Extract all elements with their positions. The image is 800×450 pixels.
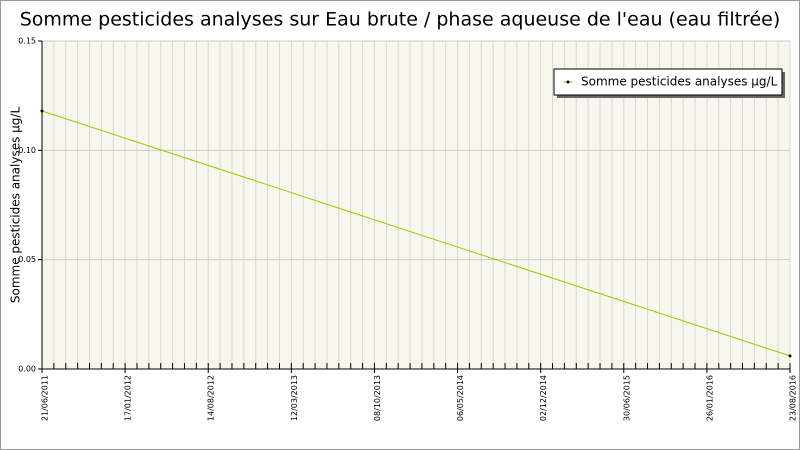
- legend: Somme pesticides analyses µg/L: [553, 68, 785, 98]
- x-tick-label: 14/08/2012: [207, 375, 216, 421]
- x-tick-label: 23/08/2016: [789, 375, 798, 421]
- x-tick-label: 12/03/2013: [290, 375, 299, 421]
- point: [40, 109, 44, 113]
- x-tick-label: 30/06/2015: [622, 375, 631, 421]
- x-tick-label: 17/01/2012: [124, 375, 133, 421]
- legend-marker: [566, 80, 570, 84]
- legend-box: [553, 68, 783, 96]
- y-tick-label: 0.10: [18, 146, 36, 155]
- series-line: [41, 110, 791, 357]
- y-axis-label: Somme pesticides analyses µg/L: [9, 107, 23, 304]
- chart-title: Somme pesticides analyses sur Eau brute …: [20, 9, 781, 31]
- x-tick-label: 21/06/2011: [41, 375, 50, 421]
- x-tick-label: 02/12/2014: [539, 375, 548, 421]
- legend-label: Somme pesticides analyses µg/L: [581, 75, 778, 89]
- y-tick-label: 0.15: [18, 37, 36, 46]
- point: [788, 354, 792, 358]
- y-tick-label: 0.00: [18, 365, 36, 374]
- x-tick-label: 26/01/2016: [705, 375, 714, 421]
- x-tick-label: 06/05/2014: [456, 375, 465, 421]
- x-tick-label: 08/10/2013: [373, 375, 382, 421]
- y-tick-label: 0.05: [18, 255, 36, 264]
